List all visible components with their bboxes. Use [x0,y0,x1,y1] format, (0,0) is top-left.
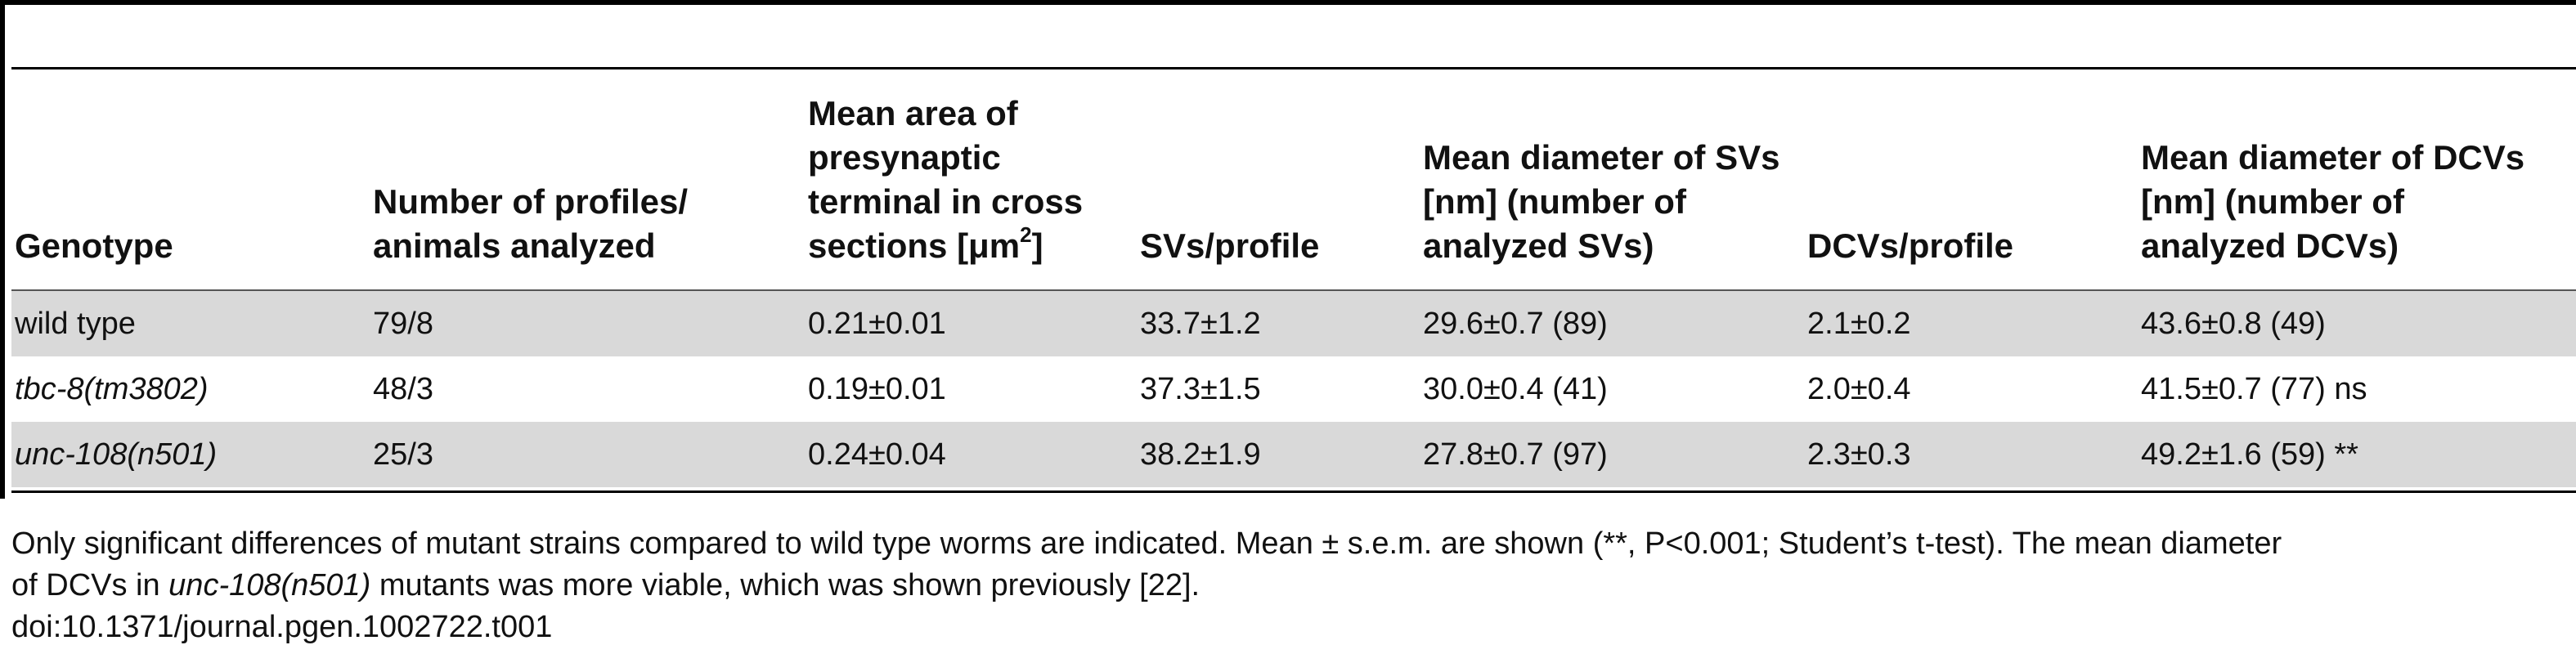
header-svs-profile: SVs/profile [1140,226,1320,265]
header-area: Mean area of presynaptic terminal in cro… [808,92,1083,268]
cell-svs-profile: 38.2±1.9 [1140,437,1261,472]
cell-dcvs-profile: 2.3±0.3 [1807,437,1911,472]
cell-genotype: tbc-8(tm3802) [15,372,209,406]
cell-sv-diameter: 30.0±0.4 (41) [1423,372,1608,406]
cell-area: 0.24±0.04 [808,437,946,472]
header-sv-diameter-line-2: [nm] (number of [1423,182,1686,221]
cell-dcv-diameter: 41.5±0.7 (77) ns [2141,372,2367,406]
left-rule [0,0,5,499]
table-row: unc-108(n501) 25/3 0.24±0.04 38.2±1.9 27… [11,422,2576,487]
header-dcv-diameter-line-1: Mean diameter of DCVs [2141,138,2525,177]
header-dcv-diameter: Mean diameter of DCVs [nm] (number of an… [2141,136,2524,268]
header-area-line-4: sections [μm2] [808,224,1083,268]
header-area-line-2: presynaptic [808,138,1001,177]
header-dcv-diameter-line-3: analyzed DCVs) [2141,226,2399,265]
cell-dcvs-profile: 2.1±0.2 [1807,307,1911,341]
footnote-line-2: of DCVs in unc-108(n501) mutants was mor… [11,565,2571,607]
header-genotype: Genotype [15,226,173,265]
header-area-line-1: Mean area of [808,94,1018,132]
cell-genotype: unc-108(n501) [15,437,218,472]
footnote-italic-genotype: unc-108(n501) [168,568,371,602]
cell-area: 0.19±0.01 [808,372,946,406]
footnote-text-a: of DCVs in [11,568,169,602]
header-area-line-4-close: ] [1031,226,1043,265]
cell-profiles: 48/3 [373,372,433,406]
doi-link[interactable]: doi:10.1371/journal.pgen.1002722.t001 [11,610,553,644]
header-sv-diameter: Mean diameter of SVs [nm] (number of ana… [1423,136,1779,268]
header-profiles-line-1: Number of profiles/ [373,182,689,221]
cell-profiles: 25/3 [373,437,433,472]
header-profiles: Number of profiles/ animals analyzed [373,180,688,268]
header-sv-diameter-line-1: Mean diameter of SVs [1423,138,1780,177]
cell-genotype: wild type [15,307,136,341]
header-profiles-line-2: animals analyzed [373,226,656,265]
header-area-line-3: terminal in cross [808,182,1084,221]
header-sv-diameter-line-3: analyzed SVs) [1423,226,1654,265]
header-dcvs-profile: DCVs/profile [1807,226,2014,265]
header-area-superscript: 2 [1020,222,1032,247]
cell-dcv-diameter: 49.2±1.6 (59) ** [2141,437,2358,472]
table-row: wild type 79/8 0.21±0.01 33.7±1.2 29.6±0… [11,291,2576,356]
header-bottom-rule [11,289,2576,291]
table-row: tbc-8(tm3802) 48/3 0.19±0.01 37.3±1.5 30… [11,356,2576,422]
header-area-line-4-text: sections [μm [808,226,1021,265]
table-bottom-rule [11,490,2576,493]
cell-svs-profile: 33.7±1.2 [1140,307,1261,341]
footnote-text-b: mutants was more viable, which was shown… [370,568,1200,602]
cell-sv-diameter: 27.8±0.7 (97) [1423,437,1608,472]
header-top-rule [11,67,2576,69]
header-dcv-diameter-line-2: [nm] (number of [2141,182,2404,221]
top-rule [0,0,2576,5]
cell-sv-diameter: 29.6±0.7 (89) [1423,307,1608,341]
table-footnote: Only significant differences of mutant s… [11,523,2571,607]
cell-dcv-diameter: 43.6±0.8 (49) [2141,307,2326,341]
cell-svs-profile: 37.3±1.5 [1140,372,1261,406]
cell-profiles: 79/8 [373,307,433,341]
footnote-line-1: Only significant differences of mutant s… [11,526,2282,561]
cell-area: 0.21±0.01 [808,307,946,341]
cell-dcvs-profile: 2.0±0.4 [1807,372,1911,406]
